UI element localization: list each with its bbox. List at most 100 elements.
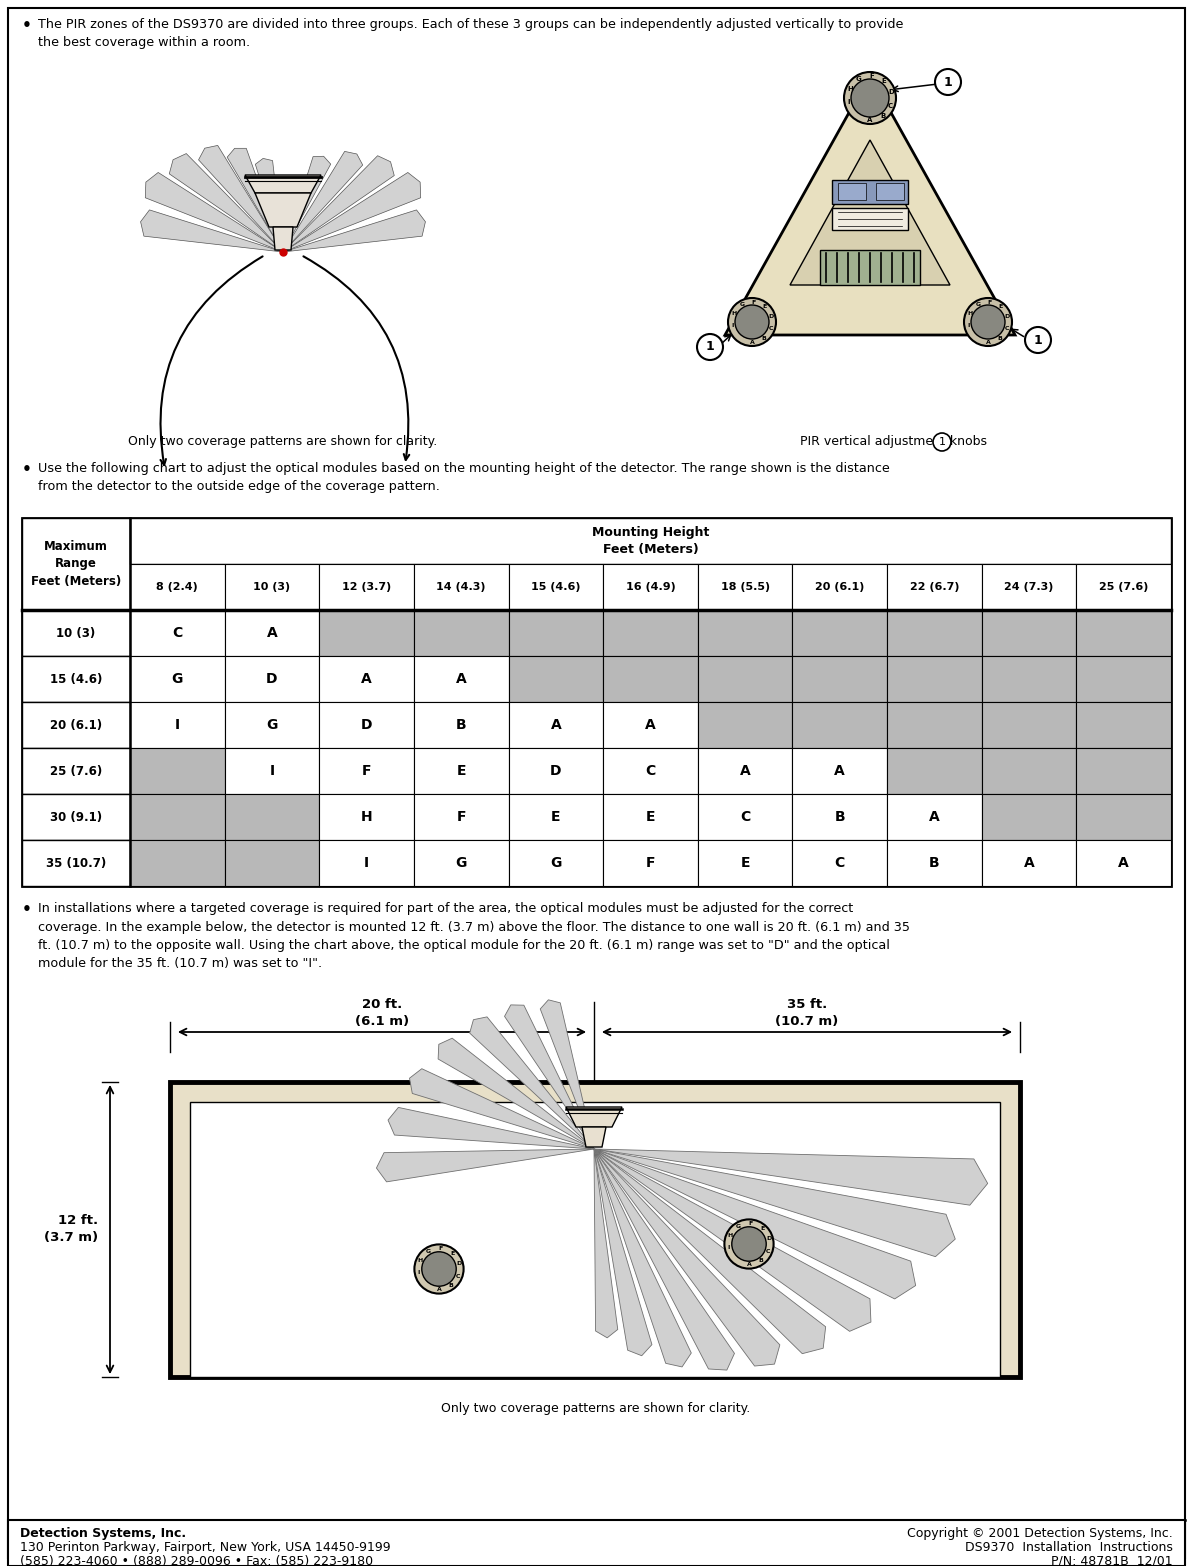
Text: 24 (7.3): 24 (7.3)	[1005, 583, 1053, 592]
Text: A: A	[747, 1262, 752, 1267]
Text: I: I	[418, 1270, 420, 1275]
Text: B: B	[449, 1283, 453, 1289]
Text: C: C	[645, 764, 656, 778]
Text: B: B	[456, 717, 466, 731]
Text: A: A	[867, 117, 873, 124]
Polygon shape	[594, 1149, 735, 1370]
Text: 25 (7.6): 25 (7.6)	[1099, 583, 1149, 592]
Text: G: G	[976, 302, 981, 307]
Text: PIR vertical adjustment knobs: PIR vertical adjustment knobs	[801, 435, 987, 448]
Polygon shape	[255, 158, 283, 252]
Text: 14 (4.3): 14 (4.3)	[437, 583, 486, 592]
Text: D: D	[1005, 315, 1010, 319]
Text: H: H	[968, 312, 972, 316]
Text: A: A	[740, 764, 750, 778]
Circle shape	[697, 334, 723, 360]
Bar	[792, 749, 888, 794]
Bar	[320, 794, 414, 839]
Text: A: A	[1118, 857, 1129, 871]
Bar	[508, 749, 604, 794]
Circle shape	[731, 1226, 766, 1261]
Bar	[1076, 794, 1172, 839]
Polygon shape	[141, 210, 283, 252]
Bar	[982, 794, 1076, 839]
Polygon shape	[582, 1128, 606, 1146]
Text: 130 Perinton Parkway, Fairport, New York, USA 14450-9199: 130 Perinton Parkway, Fairport, New York…	[20, 1541, 390, 1553]
Text: 22 (6.7): 22 (6.7)	[909, 583, 959, 592]
Text: G: G	[456, 857, 466, 871]
Text: A: A	[985, 340, 990, 345]
Text: G: G	[172, 672, 183, 686]
Bar	[224, 839, 320, 886]
Bar	[888, 702, 982, 749]
Text: C: C	[766, 1248, 771, 1253]
Bar	[414, 839, 508, 886]
Text: Use the following chart to adjust the optical modules based on the mounting heig: Use the following chart to adjust the op…	[38, 462, 890, 493]
Polygon shape	[146, 172, 283, 252]
Text: C: C	[888, 102, 894, 108]
Text: G: G	[857, 75, 861, 81]
Circle shape	[724, 1220, 773, 1268]
Text: P/N: 48781B  12/01: P/N: 48781B 12/01	[1051, 1555, 1173, 1566]
Text: 1: 1	[705, 340, 715, 354]
Text: D: D	[550, 764, 562, 778]
Bar	[224, 656, 320, 702]
Polygon shape	[594, 1149, 871, 1331]
Bar	[792, 839, 888, 886]
Text: 12 ft.
(3.7 m): 12 ft. (3.7 m)	[44, 1215, 98, 1245]
Text: 20 (6.1): 20 (6.1)	[815, 583, 865, 592]
Text: G: G	[426, 1248, 432, 1254]
Text: 18 (5.5): 18 (5.5)	[721, 583, 769, 592]
Text: F: F	[457, 810, 466, 824]
Text: 35 ft.
(10.7 m): 35 ft. (10.7 m)	[775, 998, 839, 1027]
Bar	[508, 564, 604, 611]
Bar	[190, 1102, 1000, 1377]
Bar	[21, 839, 130, 886]
Bar	[1076, 702, 1172, 749]
Bar	[792, 702, 888, 749]
Bar	[888, 749, 982, 794]
Bar	[698, 564, 792, 611]
Bar	[1076, 839, 1172, 886]
Bar	[604, 794, 698, 839]
Text: B: B	[761, 335, 766, 341]
Text: I: I	[174, 717, 180, 731]
Circle shape	[935, 69, 962, 96]
Bar	[792, 794, 888, 839]
Bar	[320, 749, 414, 794]
Text: The PIR zones of the DS9370 are divided into three groups. Each of these 3 group: The PIR zones of the DS9370 are divided …	[38, 17, 903, 49]
Text: I: I	[731, 323, 734, 327]
Bar	[130, 794, 224, 839]
Text: C: C	[740, 810, 750, 824]
Text: 20 (6.1): 20 (6.1)	[50, 719, 103, 731]
Text: Mounting Height
Feet (Meters): Mounting Height Feet (Meters)	[592, 526, 709, 556]
Text: A: A	[266, 626, 277, 640]
Text: D: D	[768, 315, 774, 319]
Polygon shape	[725, 75, 1015, 335]
Text: E: E	[551, 810, 561, 824]
Bar	[130, 611, 224, 656]
Circle shape	[735, 305, 769, 338]
Text: A: A	[1024, 857, 1034, 871]
Text: 16 (4.9): 16 (4.9)	[625, 583, 675, 592]
Circle shape	[933, 434, 951, 451]
Text: F: F	[988, 299, 991, 304]
Polygon shape	[283, 157, 330, 252]
Bar	[224, 794, 320, 839]
Bar	[320, 656, 414, 702]
Text: A: A	[645, 717, 656, 731]
Bar	[508, 611, 604, 656]
Bar	[792, 656, 888, 702]
Text: (585) 223-4060 • (888) 289-0096 • Fax: (585) 223-9180: (585) 223-4060 • (888) 289-0096 • Fax: (…	[20, 1555, 373, 1566]
Text: G: G	[266, 717, 278, 731]
Text: H: H	[728, 1232, 733, 1237]
Text: I: I	[728, 1245, 730, 1250]
Bar	[1076, 611, 1172, 656]
Text: F: F	[361, 764, 371, 778]
Bar	[414, 749, 508, 794]
Text: C: C	[1005, 326, 1009, 332]
Polygon shape	[283, 152, 363, 252]
Text: 10 (3): 10 (3)	[253, 583, 291, 592]
Bar	[224, 611, 320, 656]
Text: Only two coverage patterns are shown for clarity.: Only two coverage patterns are shown for…	[129, 435, 438, 448]
